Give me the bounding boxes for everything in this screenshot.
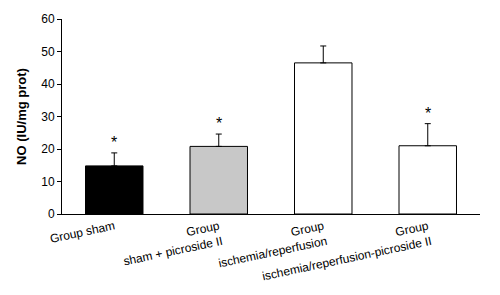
svg-text:*: * (425, 105, 431, 122)
svg-text:NO (IU/mg prot): NO (IU/mg prot) (14, 68, 29, 165)
svg-text:20: 20 (41, 142, 55, 156)
svg-text:50: 50 (41, 45, 55, 59)
svg-text:Groupsham + picroside II: Groupsham + picroside II (119, 218, 224, 268)
svg-text:60: 60 (41, 12, 55, 26)
svg-text:0: 0 (48, 207, 55, 221)
svg-text:40: 40 (41, 77, 55, 91)
svg-text:Groupischemia/reperfusion-picr: Groupischemia/reperfusion-picroside II (258, 218, 433, 283)
svg-text:30: 30 (41, 110, 55, 124)
svg-text:Group sham: Group sham (49, 219, 117, 246)
svg-text:*: * (216, 115, 222, 132)
svg-text:*: * (111, 134, 117, 151)
svg-text:Groupischemia/reperfusion: Groupischemia/reperfusion (214, 218, 329, 270)
svg-text:10: 10 (41, 175, 55, 189)
